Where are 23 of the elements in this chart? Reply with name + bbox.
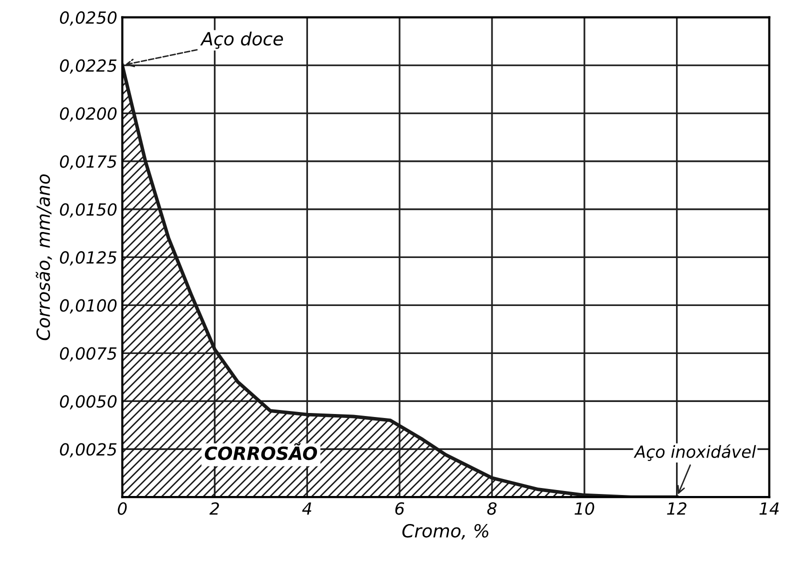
annotation: CORROSÃO [204,443,318,460]
y-tick-label: 0,0100 [60,299,117,314]
x-tick-label: 10 [574,502,594,515]
annotation: Aço inoxidável [634,444,756,461]
y-tick-label: 0,0150 [60,203,117,218]
y-tick-label: 0,0025 [60,443,117,458]
x-tick-label: 4 [302,502,312,515]
y-tick-label: 0,0175 [60,155,117,170]
x-tick-label: 2 [209,502,219,515]
x-tick-label: 6 [395,502,404,515]
y-tick-label: 0,0075 [60,347,117,362]
y-tick-label: 0,0250 [60,11,117,26]
y-axis-title: Corrosão, mm/ano [36,174,52,340]
y-tick-label: 0,0050 [60,395,117,410]
y-tick-label: 0,0200 [60,107,117,122]
annotation: Aço doce [200,32,283,49]
x-axis-title: Cromo, % [402,524,488,540]
x-tick-label: 14 [759,502,779,515]
y-tick-label: 0,0225 [60,59,117,74]
x-tick-label: 12 [667,502,686,515]
y-tick-label: 0,0125 [60,251,117,266]
x-tick-label: 0 [118,502,127,515]
x-tick-label: 8 [487,502,497,515]
